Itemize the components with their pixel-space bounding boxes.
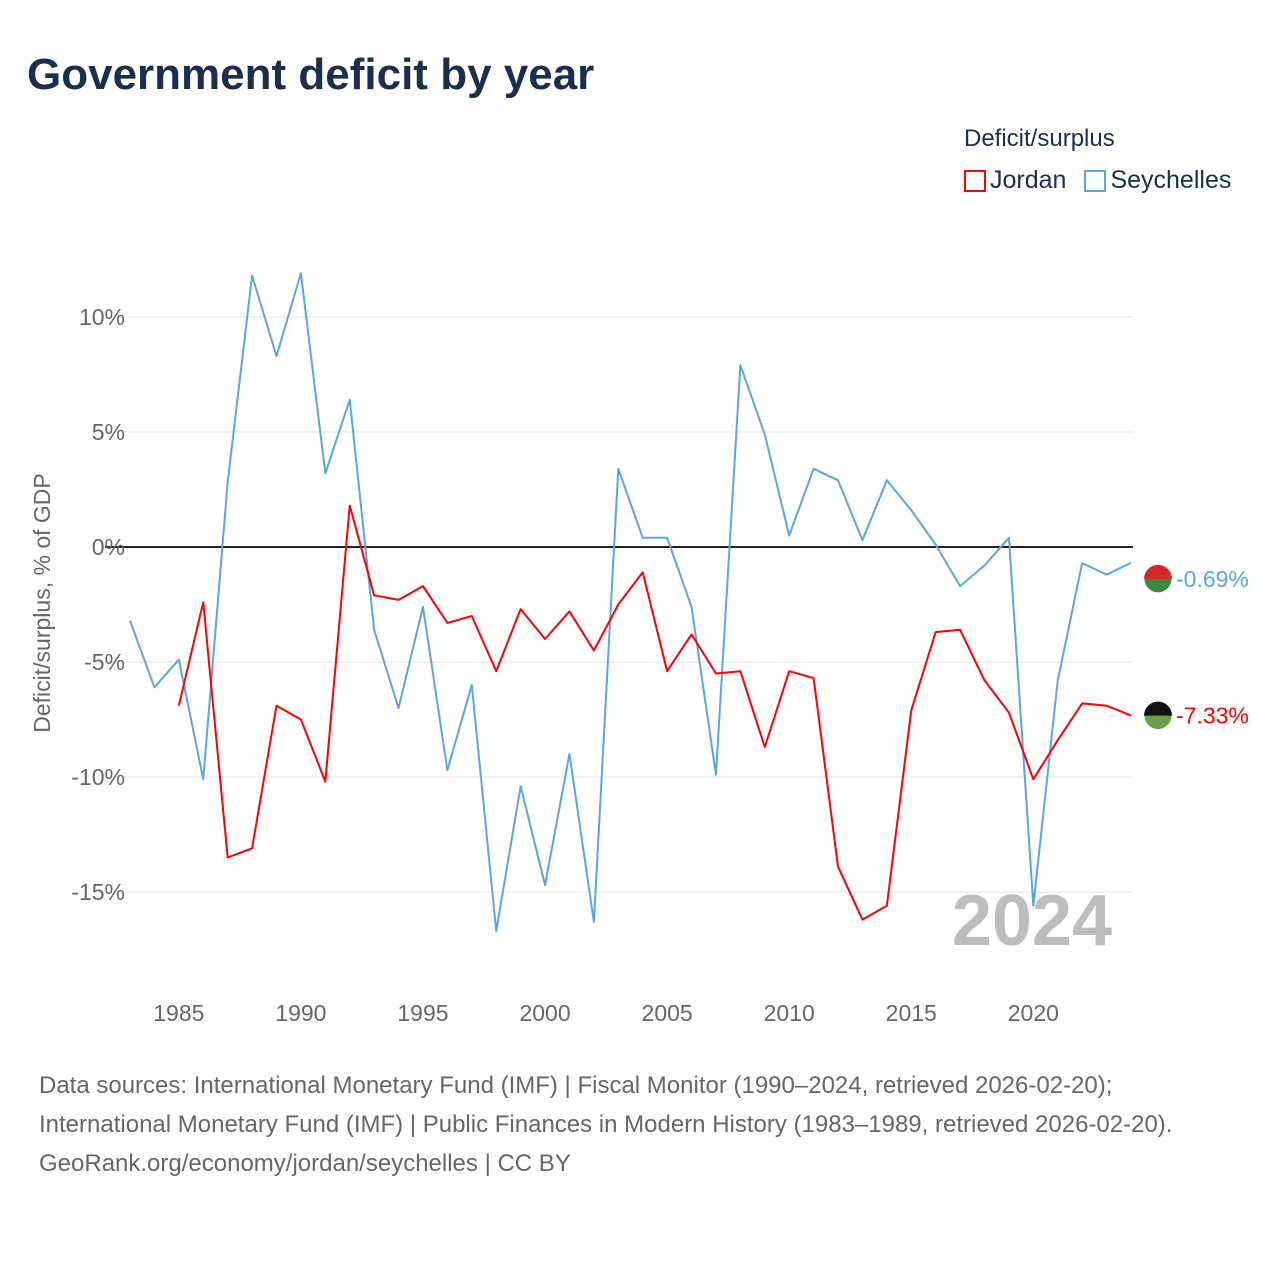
end-label-jordan: -7.33% [1176,703,1249,729]
x-tick-label: 2000 [519,1000,570,1026]
x-tick-label: 1985 [153,1000,204,1026]
legend-title: Deficit/surplus [964,125,1115,152]
flag-icon-top-seychelles [1144,564,1172,579]
credit-link[interactable]: GeoRank.org/economy/jordan/seychelles | … [39,1150,571,1177]
legend-label-jordan: Jordan [990,166,1067,194]
y-tick-label: 10% [79,304,125,330]
series-line-seychelles [129,272,1132,933]
legend: Jordan Seychelles [964,166,1231,195]
y-tick-label: 5% [92,419,125,445]
y-tick-label: -15% [71,879,125,905]
y-tick-label: -5% [84,649,125,675]
legend-swatch-jordan [964,169,986,192]
footer: Data sources: International Monetary Fun… [39,1066,1239,1183]
chart-title: Government deficit by year [27,50,595,99]
x-tick-label: 2015 [886,1000,937,1026]
series-line-jordan [177,504,1132,921]
end-label-seychelles: -0.69% [1176,566,1249,592]
legend-label-seychelles: Seychelles [1110,166,1232,194]
data-sources: Data sources: International Monetary Fun… [39,1072,1173,1138]
x-tick-label: 1990 [275,1000,326,1026]
legend-swatch-seychelles [1084,169,1107,192]
x-tick-label: 1995 [397,1000,448,1026]
x-tick-label: 2005 [642,1000,693,1026]
x-tick-label: 2020 [1008,1000,1059,1026]
y-tick-label: -10% [71,764,125,790]
y-tick-label: 0% [92,534,125,560]
legend-item-jordan[interactable]: Jordan [964,166,1066,195]
legend-item-seychelles[interactable]: Seychelles [1084,166,1231,195]
x-tick-label: 2010 [764,1000,815,1026]
y-axis-label: Deficit/surplus, % of GDP [29,473,55,732]
flag-icon-top-jordan [1144,701,1172,716]
